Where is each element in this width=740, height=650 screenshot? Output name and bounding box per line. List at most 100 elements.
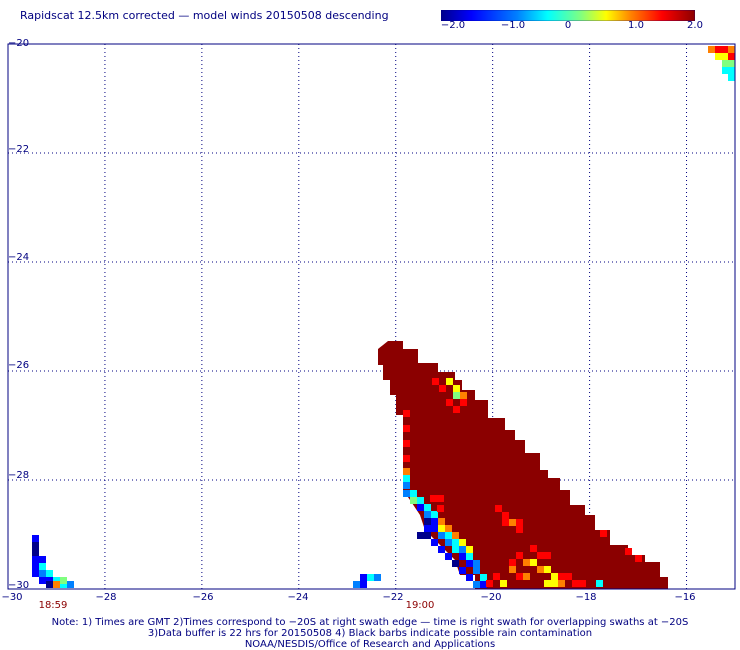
lat-tick-label: −30	[8, 580, 30, 591]
wind-cell	[460, 392, 467, 399]
wind-cell	[39, 570, 46, 577]
wind-cell	[544, 566, 551, 573]
wind-cell	[360, 574, 367, 581]
wind-cell	[353, 581, 360, 588]
wind-cell	[367, 574, 374, 581]
wind-cell	[558, 573, 565, 580]
wind-cell	[459, 539, 466, 546]
wind-cell	[374, 574, 381, 581]
wind-cell	[523, 573, 530, 580]
wind-cell	[403, 440, 410, 447]
swath-time-label: 18:59	[38, 600, 68, 611]
wind-cell	[473, 581, 480, 588]
wind-cell	[572, 580, 579, 587]
wind-cell	[722, 67, 729, 74]
lon-tick-label: −26	[192, 592, 214, 603]
wind-cell	[530, 559, 537, 566]
footnote-line-1: Note: 1) Times are GMT 2)Times correspon…	[51, 617, 689, 628]
plot-frame	[7, 43, 736, 590]
wind-cell	[445, 525, 452, 532]
wind-cell	[403, 455, 410, 462]
wind-cell	[728, 67, 735, 74]
wind-cell	[516, 552, 523, 559]
lat-tick-label: −20	[8, 38, 30, 49]
wind-cell	[417, 504, 424, 511]
wind-cell	[438, 546, 445, 553]
wind-cell	[452, 532, 459, 539]
wind-cell	[46, 581, 53, 588]
wind-cell	[486, 580, 493, 587]
wind-cell	[438, 525, 445, 532]
wind-cell	[635, 555, 642, 562]
wind-cell	[473, 560, 480, 567]
wind-cell	[509, 519, 516, 526]
wind-cell	[544, 580, 551, 587]
wind-cell	[53, 577, 60, 584]
wind-cell	[53, 581, 60, 588]
wind-cell	[565, 573, 572, 580]
footnote-line-2: 3)Data buffer is 22 hrs for 20150508 4) …	[147, 628, 593, 639]
wind-cell	[424, 511, 431, 518]
wind-cell	[32, 570, 39, 577]
wind-cell	[728, 46, 735, 53]
wind-cell	[410, 497, 417, 504]
colorbar-tick-label: 2.0	[687, 20, 703, 31]
wind-cell	[39, 563, 46, 570]
wind-cell	[431, 539, 438, 546]
wind-cell	[480, 574, 487, 581]
wind-cell	[438, 532, 445, 539]
wind-cell	[424, 518, 431, 525]
wind-cell	[509, 566, 516, 573]
lon-tick-label: −16	[674, 592, 696, 603]
wind-cell	[466, 560, 473, 567]
wind-cell	[708, 46, 715, 53]
footnote-credit: NOAA/NESDIS/Office of Research and Appli…	[244, 639, 496, 650]
wind-cell	[459, 567, 466, 574]
wind-cell	[516, 573, 523, 580]
lat-tick-label: −22	[8, 144, 30, 155]
wind-cell	[530, 545, 537, 552]
wind-cell	[360, 581, 367, 588]
wind-cell	[32, 563, 39, 570]
wind-cell	[502, 519, 509, 526]
wind-cell	[480, 581, 487, 588]
wind-cell	[502, 512, 509, 519]
wind-cell	[537, 552, 544, 559]
wind-cell	[516, 519, 523, 526]
lon-tick-label: −18	[575, 592, 597, 603]
lon-tick-label: −24	[287, 592, 309, 603]
wind-cell	[722, 60, 729, 67]
colorbar-tick-label: 1.0	[628, 20, 644, 31]
wind-cell	[60, 577, 67, 584]
wind-cell	[509, 559, 516, 566]
wind-cell	[558, 580, 565, 587]
wind-cell	[439, 385, 446, 392]
wind-cell	[460, 399, 467, 406]
wind-cell	[453, 392, 460, 399]
wind-cell	[446, 378, 453, 385]
wind-cell	[579, 580, 586, 587]
wind-cell	[452, 539, 459, 546]
lon-tick-label: −30	[1, 592, 23, 603]
wind-cell	[715, 46, 722, 53]
lat-tick-label: −28	[8, 470, 30, 481]
wind-cell	[453, 385, 460, 392]
wind-cell	[32, 542, 39, 549]
wind-cell	[431, 511, 438, 518]
wind-cell	[438, 518, 445, 525]
wind-cell	[466, 553, 473, 560]
colorbar	[441, 10, 695, 21]
wind-cell	[424, 532, 431, 539]
lon-tick-label: −20	[480, 592, 502, 603]
wind-cell	[452, 546, 459, 553]
wind-cell	[437, 495, 444, 502]
wind-cell	[445, 539, 452, 546]
wind-cell	[596, 580, 603, 587]
wind-cell	[417, 497, 424, 504]
wind-cell	[431, 525, 438, 532]
colorbar-tick-label: −2.0	[440, 20, 466, 31]
wind-cell	[403, 425, 410, 432]
wind-cell	[466, 546, 473, 553]
lat-tick-label: −26	[8, 360, 30, 371]
